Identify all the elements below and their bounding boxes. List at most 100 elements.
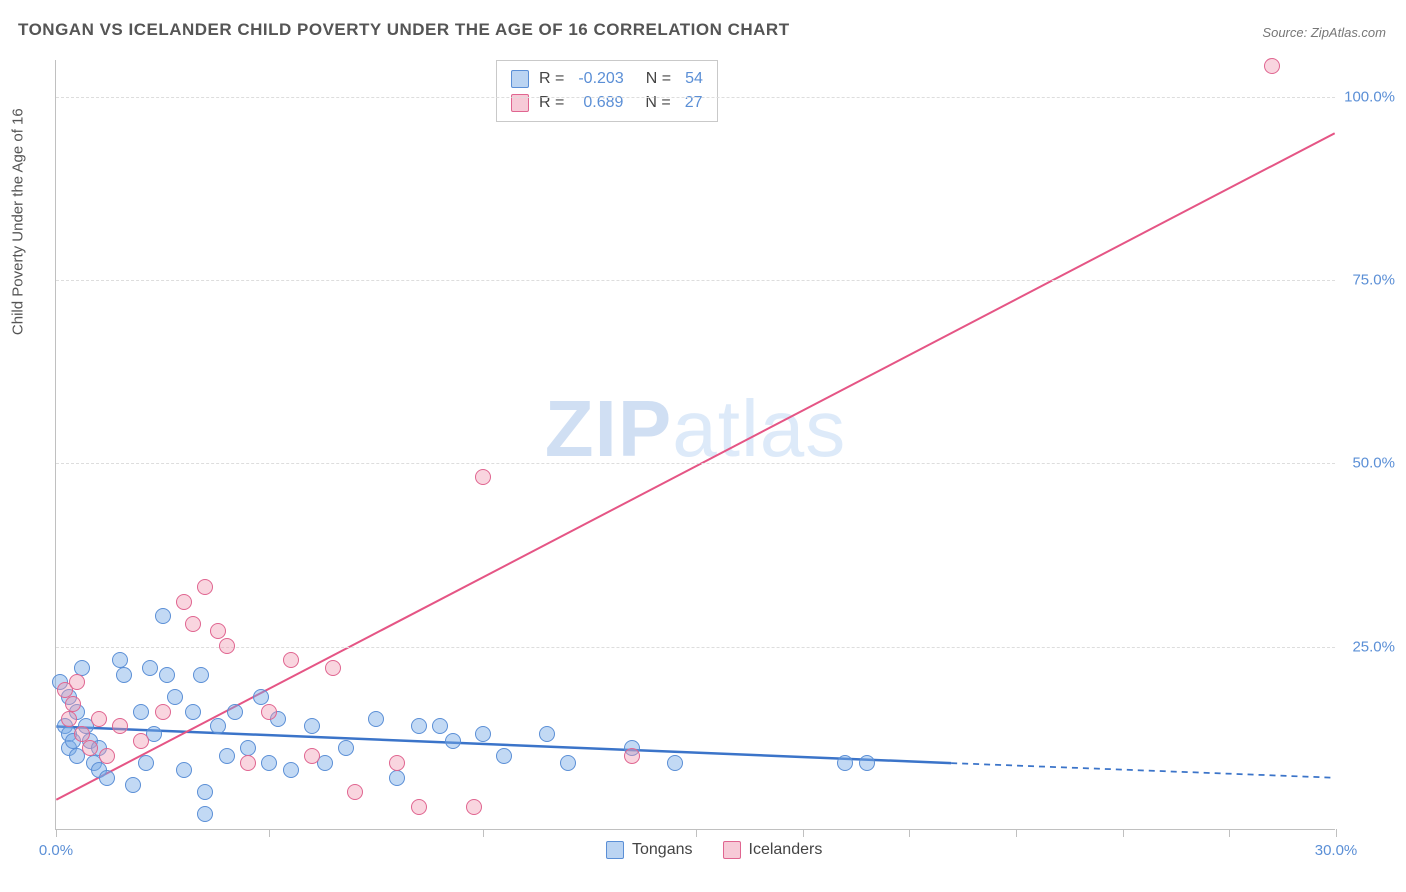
watermark: ZIPatlas bbox=[545, 383, 846, 475]
data-point bbox=[112, 652, 128, 668]
data-point bbox=[389, 770, 405, 786]
data-point bbox=[283, 652, 299, 668]
gridline bbox=[56, 280, 1335, 281]
data-point bbox=[475, 469, 491, 485]
data-point bbox=[240, 755, 256, 771]
data-point bbox=[667, 755, 683, 771]
data-point bbox=[283, 762, 299, 778]
x-tick bbox=[696, 829, 697, 837]
data-point bbox=[445, 733, 461, 749]
y-axis-label: Child Poverty Under the Age of 16 bbox=[10, 108, 27, 335]
data-point bbox=[304, 718, 320, 734]
trend-lines bbox=[56, 60, 1335, 829]
data-point bbox=[210, 623, 226, 639]
data-point bbox=[159, 667, 175, 683]
data-point bbox=[325, 660, 341, 676]
data-point bbox=[261, 704, 277, 720]
data-point bbox=[185, 616, 201, 632]
data-point bbox=[219, 748, 235, 764]
gridline bbox=[56, 463, 1335, 464]
data-point bbox=[197, 784, 213, 800]
data-point bbox=[91, 711, 107, 727]
data-point bbox=[253, 689, 269, 705]
y-tick-label: 50.0% bbox=[1352, 455, 1395, 472]
data-point bbox=[155, 704, 171, 720]
data-point bbox=[624, 748, 640, 764]
x-tick bbox=[56, 829, 57, 837]
source-credit: Source: ZipAtlas.com bbox=[1262, 25, 1386, 40]
data-point bbox=[219, 638, 235, 654]
data-point bbox=[432, 718, 448, 734]
series-legend: Tongans Icelanders bbox=[606, 841, 822, 859]
data-point bbox=[837, 755, 853, 771]
x-tick bbox=[483, 829, 484, 837]
data-point bbox=[133, 704, 149, 720]
data-point bbox=[347, 784, 363, 800]
data-point bbox=[193, 667, 209, 683]
swatch-tongans bbox=[511, 70, 529, 88]
chart-title: TONGAN VS ICELANDER CHILD POVERTY UNDER … bbox=[18, 20, 790, 40]
legend-row-icelanders: R = 0.689 N = 27 bbox=[511, 91, 703, 115]
swatch-tongans-icon bbox=[606, 841, 624, 859]
data-point bbox=[368, 711, 384, 727]
data-point bbox=[197, 579, 213, 595]
data-point bbox=[74, 726, 90, 742]
y-tick-label: 25.0% bbox=[1352, 638, 1395, 655]
data-point bbox=[539, 726, 555, 742]
data-point bbox=[142, 660, 158, 676]
correlation-legend: R = -0.203 N = 54 R = 0.689 N = 27 bbox=[496, 60, 718, 122]
x-tick bbox=[1229, 829, 1230, 837]
plot-area: ZIPatlas R = -0.203 N = 54 R = 0.689 N =… bbox=[55, 60, 1335, 830]
data-point bbox=[176, 762, 192, 778]
y-tick-label: 75.0% bbox=[1352, 272, 1395, 289]
data-point bbox=[176, 594, 192, 610]
data-point bbox=[125, 777, 141, 793]
x-tick bbox=[1123, 829, 1124, 837]
data-point bbox=[167, 689, 183, 705]
x-tick bbox=[909, 829, 910, 837]
data-point bbox=[261, 755, 277, 771]
data-point bbox=[82, 740, 98, 756]
data-point bbox=[133, 733, 149, 749]
data-point bbox=[560, 755, 576, 771]
x-tick bbox=[1016, 829, 1017, 837]
data-point bbox=[338, 740, 354, 756]
data-point bbox=[138, 755, 154, 771]
data-point bbox=[411, 718, 427, 734]
legend-item-icelanders: Icelanders bbox=[723, 841, 823, 859]
x-tick bbox=[269, 829, 270, 837]
swatch-icelanders-icon bbox=[723, 841, 741, 859]
data-point bbox=[389, 755, 405, 771]
data-point bbox=[210, 718, 226, 734]
data-point bbox=[99, 748, 115, 764]
data-point bbox=[475, 726, 491, 742]
data-point bbox=[466, 799, 482, 815]
data-point bbox=[411, 799, 427, 815]
data-point bbox=[197, 806, 213, 822]
data-point bbox=[65, 696, 81, 712]
gridline bbox=[56, 97, 1335, 98]
y-tick-label: 100.0% bbox=[1344, 88, 1395, 105]
data-point bbox=[112, 718, 128, 734]
data-point bbox=[227, 704, 243, 720]
data-point bbox=[185, 704, 201, 720]
data-point bbox=[61, 711, 77, 727]
data-point bbox=[304, 748, 320, 764]
gridline bbox=[56, 647, 1335, 648]
data-point bbox=[859, 755, 875, 771]
data-point bbox=[116, 667, 132, 683]
legend-row-tongans: R = -0.203 N = 54 bbox=[511, 67, 703, 91]
x-tick-label: 0.0% bbox=[39, 842, 73, 859]
x-tick bbox=[1336, 829, 1337, 837]
data-point bbox=[155, 608, 171, 624]
data-point bbox=[69, 674, 85, 690]
x-tick-label: 30.0% bbox=[1315, 842, 1358, 859]
data-point bbox=[1264, 58, 1280, 74]
chart-container: TONGAN VS ICELANDER CHILD POVERTY UNDER … bbox=[0, 0, 1406, 892]
data-point bbox=[74, 660, 90, 676]
data-point bbox=[496, 748, 512, 764]
legend-item-tongans: Tongans bbox=[606, 841, 693, 859]
x-tick bbox=[803, 829, 804, 837]
data-point bbox=[240, 740, 256, 756]
data-point bbox=[99, 770, 115, 786]
